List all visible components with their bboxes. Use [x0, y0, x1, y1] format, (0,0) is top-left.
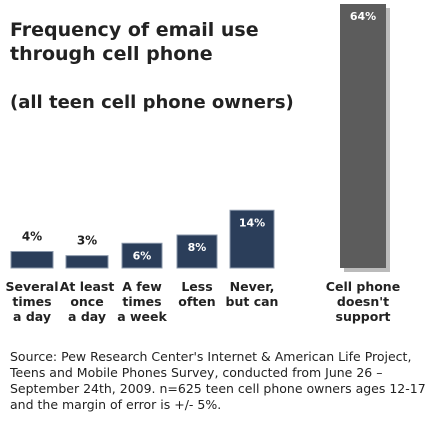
bar-chart: 4% Several times a day 3% At least once a day 6%…: [6, 4, 400, 324]
data-label: 6%: [133, 249, 152, 262]
data-label: 64%: [350, 10, 376, 23]
data-label: 14%: [239, 216, 265, 229]
chart-subtitle: (all teen cell phone owners): [10, 92, 294, 113]
source-note: Source: Pew Research Center's Internet &…: [10, 349, 426, 412]
bar: [10, 251, 54, 269]
bar: [176, 234, 218, 269]
data-label: 4%: [22, 230, 42, 244]
bar: [65, 255, 109, 269]
category-label: At least once a day: [60, 279, 115, 324]
category-label: Never, but can: [226, 279, 279, 309]
category-label: Several times a day: [6, 279, 59, 324]
category-label: A few times a week: [117, 279, 167, 324]
bar: [229, 209, 275, 269]
bar: [121, 242, 163, 269]
data-label: 8%: [188, 241, 207, 254]
bar: [340, 4, 386, 268]
data-label: 3%: [77, 234, 97, 248]
category-label: Cell phone doesn't support: [326, 279, 400, 324]
category-label: Less often: [178, 279, 215, 309]
chart-title: Frequency of email use through cell phon…: [10, 19, 259, 65]
